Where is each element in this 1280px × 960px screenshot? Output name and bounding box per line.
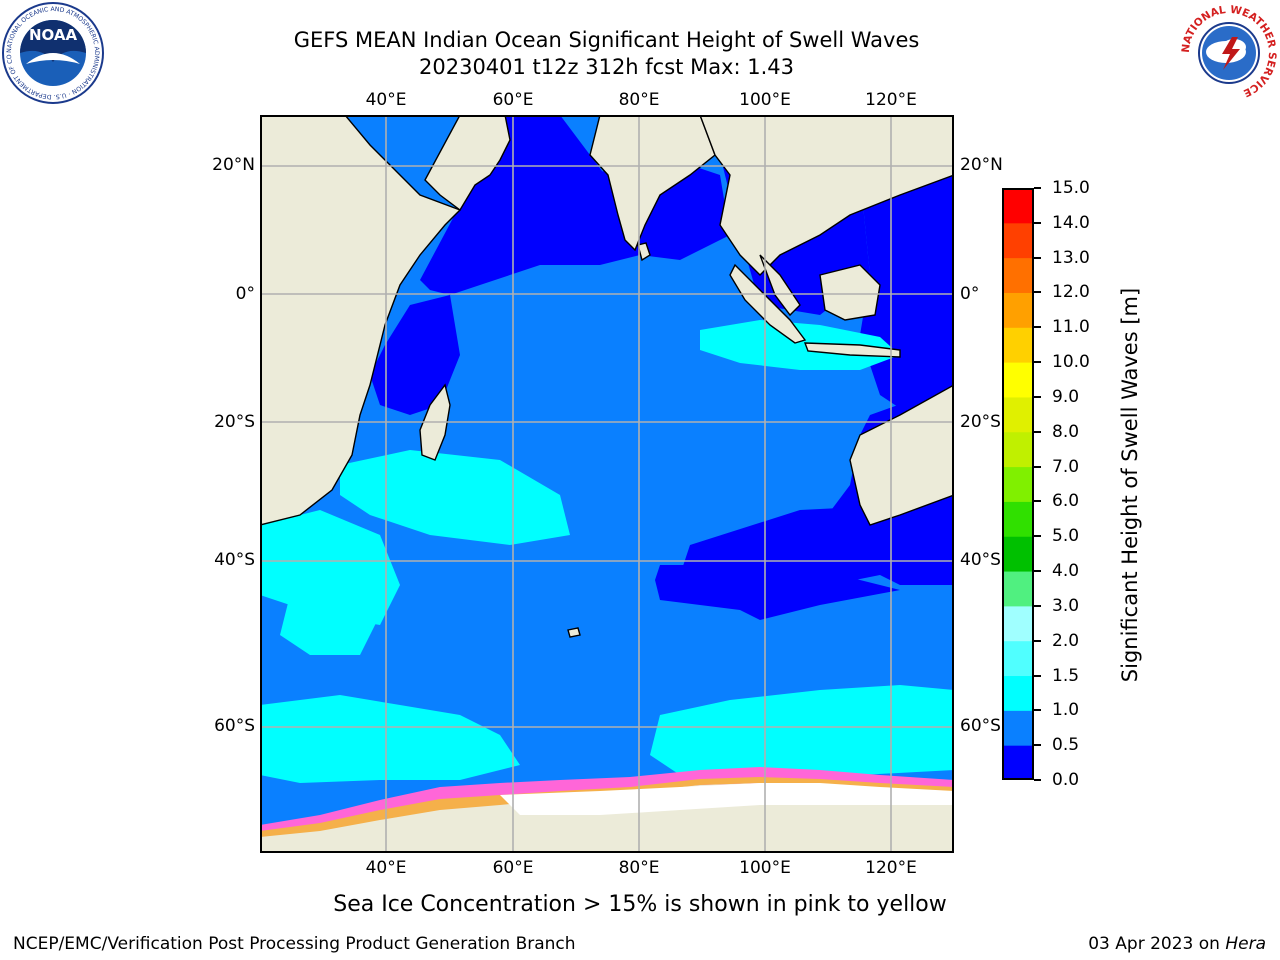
footer-date-text: 03 Apr 2023 on [1088,934,1226,954]
colorbar-tick-label: 15.0 [1052,178,1090,198]
colorbar-segment [1002,396,1034,433]
colorbar-segment [1002,292,1034,328]
colorbar-segment [1002,605,1034,642]
colorbar-segment [1002,710,1034,746]
lat-tick-right: 20°S [960,412,1001,432]
map-graticule [260,115,954,853]
colorbar-title: Significant Height of Swell Waves [m] [1118,287,1142,683]
lat-tick-right: 20°N [960,155,1003,175]
colorbar-tick-mark [1034,570,1041,573]
colorbar-tick-label: 13.0 [1052,247,1090,268]
colorbar-tick-label: 2.0 [1052,630,1080,651]
colorbar-frame [1002,188,1034,780]
colorbar-tick-mark [1034,221,1041,224]
lat-tick-right: 60°S [960,716,1001,736]
lon-tick-top: 80°E [618,90,660,110]
colorbar-tick-label: 1.5 [1052,665,1080,686]
colorbar-tick-mark [1034,604,1041,607]
lon-tick-top: 120°E [865,90,917,110]
colorbar-tick-label: 0.5 [1052,735,1080,756]
colorbar-tick-mark [1034,361,1041,364]
sea-ice-edge [260,767,954,837]
colorbar-tick-label: 7.0 [1052,456,1080,477]
colorbar-tick-label: 6.0 [1052,491,1080,512]
colorbar-tick-mark [1034,500,1041,503]
sea-ice-note: Sea Ice Concentration > 15% is shown in … [333,892,947,917]
colorbar-tick-mark [1034,256,1041,259]
colorbar-tick-mark [1034,709,1041,712]
noaa-logo: NATIONAL OCEANIC AND ATMOSPHERIC ADMINIS… [0,0,104,104]
colorbar-tick-label: 3.0 [1052,595,1080,616]
lon-tick-top: 40°E [365,90,407,110]
colorbar-tick-label: 12.0 [1052,282,1090,303]
lon-tick-bottom: 120°E [865,858,917,878]
colorbar-tick-label: 1.0 [1052,700,1080,721]
colorbar-tick-mark [1034,744,1041,747]
colorbar-segment [1002,431,1034,468]
colorbar-segment [1002,222,1034,259]
colorbar-tick-label: 5.0 [1052,526,1080,547]
colorbar-segment [1002,466,1034,502]
noaa-logo-text: NOAA [29,26,78,44]
colorbar-tick-mark [1034,395,1041,398]
lon-tick-bottom: 60°E [492,858,534,878]
footer-host: Hera [1225,934,1266,954]
lat-tick-right: 0° [960,284,980,304]
colorbar-tick-mark [1034,291,1041,294]
colorbar-segment [1002,571,1034,607]
colorbar-segment [1002,675,1034,711]
colorbar-tick-label: 9.0 [1052,386,1080,407]
lon-tick-bottom: 100°E [739,858,791,878]
colorbar-segment [1002,188,1034,224]
colorbar-tick-mark [1034,639,1041,642]
colorbar-segment [1002,536,1034,572]
map-canvas [259,114,955,854]
colorbar [1002,188,1034,781]
map-title: GEFS MEAN Indian Ocean Significant Heigh… [293,28,920,52]
colorbar-tick-mark [1034,187,1041,189]
nws-logo: NATIONAL WEATHER SERVICE [1178,2,1280,104]
map-frame [260,115,954,853]
colorbar-segment [1002,745,1034,781]
colorbar-tick-mark [1034,674,1041,677]
colorbar-segment [1002,327,1034,363]
footer-credit: NCEP/EMC/Verification Post Processing Pr… [13,934,576,954]
map-panel [259,114,955,854]
colorbar-segment [1002,640,1034,677]
colorbar-segment [1002,501,1034,537]
colorbar-tick-mark [1034,326,1041,329]
colorbar-tick-mark [1034,779,1041,781]
colorbar-tick-mark [1034,430,1041,433]
lon-tick-bottom: 80°E [618,858,660,878]
lat-tick-left: 20°N [212,155,255,175]
lat-tick-left: 60°S [214,716,255,736]
colorbar-tick-label: 4.0 [1052,561,1080,582]
lon-tick-top: 100°E [739,90,791,110]
footer-date: 03 Apr 2023 on Hera [1088,934,1266,954]
lat-tick-left: 40°S [214,550,255,570]
colorbar-segment [1002,257,1034,293]
lat-tick-right: 40°S [960,550,1001,570]
colorbar-tick-mark [1034,465,1041,468]
colorbar-tick-label: 8.0 [1052,421,1080,442]
lat-tick-left: 20°S [214,412,255,432]
colorbar-tick-label: 11.0 [1052,317,1090,338]
lon-tick-bottom: 40°E [365,858,407,878]
colorbar-tick-mark [1034,535,1041,538]
map-subtitle: 20230401 t12z 312h fcst Max: 1.43 [419,55,794,79]
colorbar-tick-label: 10.0 [1052,352,1090,373]
lon-tick-top: 60°E [492,90,534,110]
lat-tick-left: 0° [235,284,255,304]
colorbar-tick-label: 14.0 [1052,212,1090,233]
colorbar-segment [1002,362,1034,398]
colorbar-tick-label: 0.0 [1052,770,1080,790]
